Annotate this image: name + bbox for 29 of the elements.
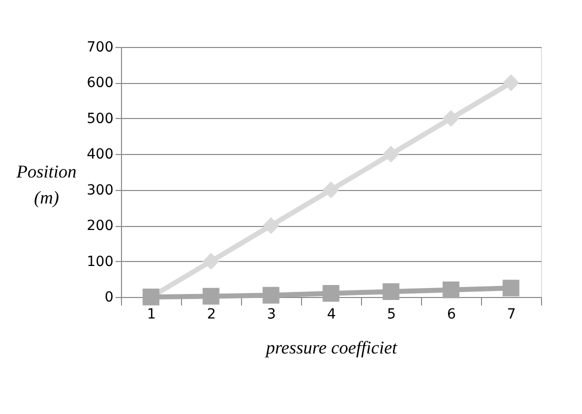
point [262,217,280,234]
point [322,285,340,302]
x-tick-label: 1 [147,306,156,322]
y-tick-label: 100 [86,254,114,270]
x-tick-label: 7 [507,306,516,322]
x-tick-label: 2 [207,306,216,322]
y-tick-label: 600 [86,75,114,92]
point [502,74,520,92]
y-tick-label: 500 [86,110,114,127]
point [262,286,280,304]
point [502,280,520,296]
y-tick-label: 300 [86,182,114,198]
x-tick-label: 5 [387,306,396,322]
y-tick-label: 400 [86,146,114,163]
x-tick-label: 3 [267,306,276,322]
y-tick-label: 700 [86,40,114,56]
x-tick-label: 4 [327,306,336,322]
point [442,281,460,298]
point [202,288,220,305]
point [382,283,400,300]
y-tick-label: 0 [104,290,114,306]
point [382,146,400,163]
y-axis-title: Position (m) [15,162,77,208]
point [322,181,340,198]
x-tick-label: 6 [447,306,456,322]
y-tick-label: 200 [86,218,114,234]
x-axis-title: pressure coefficiet [264,338,398,358]
point [202,252,220,270]
point [442,110,460,127]
